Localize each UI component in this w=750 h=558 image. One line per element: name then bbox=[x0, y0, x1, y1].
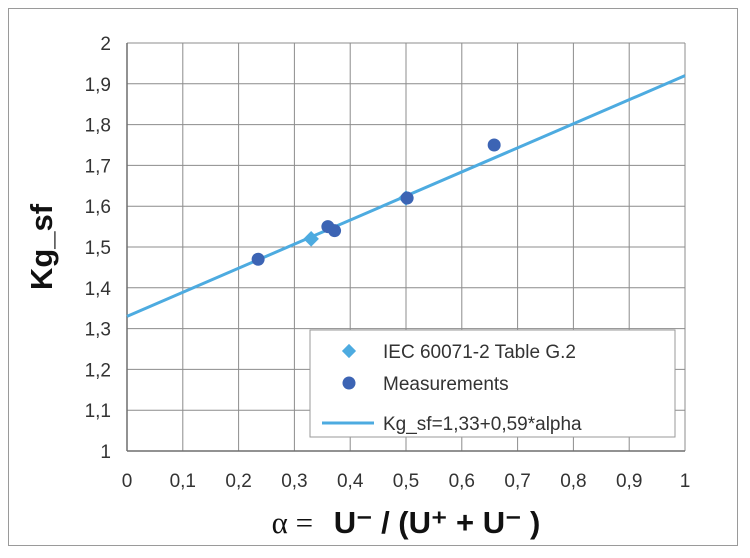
chart-frame bbox=[8, 8, 738, 546]
x-tick-label: 0,7 bbox=[504, 471, 530, 492]
legend-iec-marker bbox=[341, 343, 357, 359]
legend-measurements-label: Measurements bbox=[383, 374, 509, 395]
measurement-point bbox=[487, 138, 501, 152]
y-tick-label: 1,9 bbox=[85, 75, 111, 96]
legend-trendline: Kg_sf=1,33+0,59*alpha bbox=[322, 414, 582, 435]
x-tick-label: 0,4 bbox=[337, 471, 364, 492]
legend-trendline-label: Kg_sf=1,33+0,59*alpha bbox=[383, 414, 582, 435]
legend-box bbox=[309, 329, 676, 438]
x-axis-label-alpha: α = bbox=[272, 505, 313, 540]
y-tick-label: 1,5 bbox=[85, 238, 111, 259]
measurement-point bbox=[251, 252, 265, 266]
y-tick-label: 1,3 bbox=[85, 320, 111, 341]
x-tick-label: 1 bbox=[680, 471, 691, 492]
x-tick-label: 0,9 bbox=[616, 471, 642, 492]
measurement-point bbox=[328, 224, 342, 238]
y-tick-label: 1,8 bbox=[85, 116, 111, 137]
points bbox=[251, 138, 501, 266]
x-tick-label: 0,3 bbox=[281, 471, 307, 492]
y-tick-label: 1,4 bbox=[85, 279, 112, 300]
y-tick-label: 1 bbox=[100, 442, 111, 463]
y-tick-label: 1,2 bbox=[85, 360, 111, 381]
x-tick-label: 0,6 bbox=[449, 471, 475, 492]
axes: 0 0,1 0,2 0,3 0,4 0,5 0,6 0,7 0,8 0,9 1 1 1,1 1,2 1,3 1… bbox=[85, 34, 691, 492]
x-tick-label: 0,8 bbox=[560, 471, 586, 492]
x-tick-label: 0 bbox=[122, 471, 133, 492]
x-tick-label: 0,5 bbox=[393, 471, 419, 492]
x-tick-label: 0,1 bbox=[170, 471, 196, 492]
legend-iec-label: IEC 60071-2 Table G.2 bbox=[383, 342, 576, 363]
x-axis-label-ratio: U⁻ / (U⁺ + U⁻ ) bbox=[334, 505, 541, 540]
y-tick-label: 1,1 bbox=[85, 401, 111, 422]
legend-measurements-marker bbox=[342, 376, 356, 390]
measurement-point bbox=[400, 191, 414, 205]
x-tick-label: 0,2 bbox=[225, 471, 251, 492]
y-tick-label: 2 bbox=[100, 34, 111, 55]
legend-measurements: Measurements bbox=[342, 374, 509, 395]
y-tick-label: 1,6 bbox=[85, 197, 111, 218]
legend-iec: IEC 60071-2 Table G.2 bbox=[341, 342, 576, 363]
y-tick-label: 1,7 bbox=[85, 156, 111, 177]
y-axis-label: Kg_sf bbox=[24, 203, 59, 290]
x-axis-label: α = U⁻ / (U⁺ + U⁻ ) bbox=[272, 505, 541, 540]
legend: IEC 60071-2 Table G.2 Measurements Kg_sf… bbox=[309, 329, 676, 438]
iec-point bbox=[303, 231, 319, 247]
